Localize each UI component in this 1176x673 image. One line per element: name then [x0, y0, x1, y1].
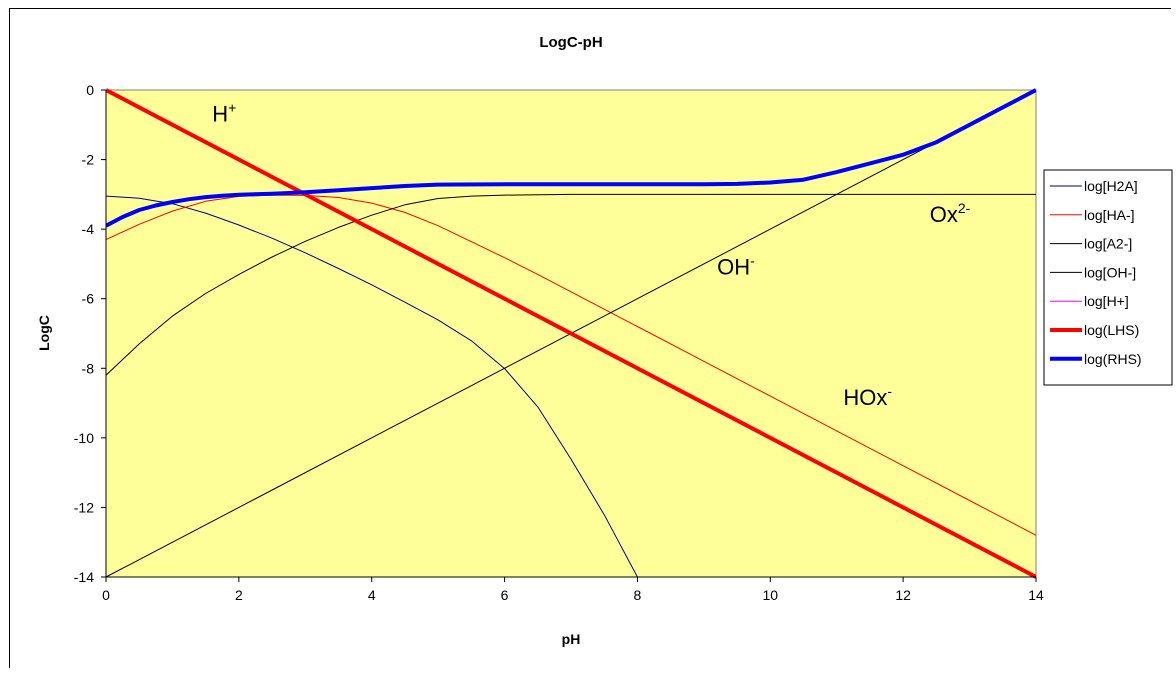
series-line-log-ha — [106, 194, 1036, 536]
series-layer — [106, 88, 1036, 579]
x-tick-label: 6 — [501, 587, 509, 603]
legend-label: log[OH-] — [1084, 264, 1136, 280]
legend-label: log[H+] — [1084, 293, 1129, 309]
y-tick-label: -12 — [74, 499, 94, 515]
y-axis-title: LogC — [36, 315, 52, 351]
legend-label: log[HA-] — [1084, 207, 1135, 223]
legend: log[H2A] log[HA-] log[A2-] log[OH-] log[H+] l… — [1043, 169, 1173, 386]
x-tick-label: 2 — [235, 587, 243, 603]
series-line-log-h2a — [106, 195, 638, 578]
species-label: HOx- — [843, 383, 892, 410]
y-tick-label: 0 — [86, 82, 94, 98]
x-tick-label: 12 — [895, 587, 911, 603]
x-tick-label: 14 — [1028, 587, 1044, 603]
y-tick-label: -14 — [74, 569, 94, 585]
y-tick-label: -6 — [82, 291, 95, 307]
series-line-log-lhs — [106, 88, 1036, 579]
x-tick-label: 4 — [368, 587, 376, 603]
series-line-log-a2 — [106, 193, 1036, 376]
chart-title: LogC-pH — [539, 34, 602, 51]
y-tick-label: -10 — [74, 430, 94, 446]
x-axis-title: pH — [562, 631, 581, 647]
y-tick-label: -4 — [82, 221, 95, 237]
legend-label: log[H2A] — [1084, 178, 1138, 194]
legend-label: log(RHS) — [1084, 351, 1142, 367]
axes-layer: 0 -2 -4 -6 -8 -10 -12 -14 0 2 4 6 8 10 12 14 — [74, 82, 1044, 603]
legend-label: log(LHS) — [1084, 322, 1139, 338]
legend-label: log[A2-] — [1084, 236, 1132, 252]
x-tick-label: 8 — [634, 587, 642, 603]
x-tick-label: 10 — [762, 587, 778, 603]
y-tick-label: -2 — [82, 152, 95, 168]
y-tick-label: -8 — [82, 360, 95, 376]
series-line-log-rhs — [106, 88, 1036, 228]
legend-box — [1043, 169, 1173, 386]
annotation-layer: H+Ox2-OH-HOx- — [212, 99, 970, 410]
x-tick-label: 0 — [102, 587, 110, 603]
species-label: OH- — [717, 252, 755, 279]
